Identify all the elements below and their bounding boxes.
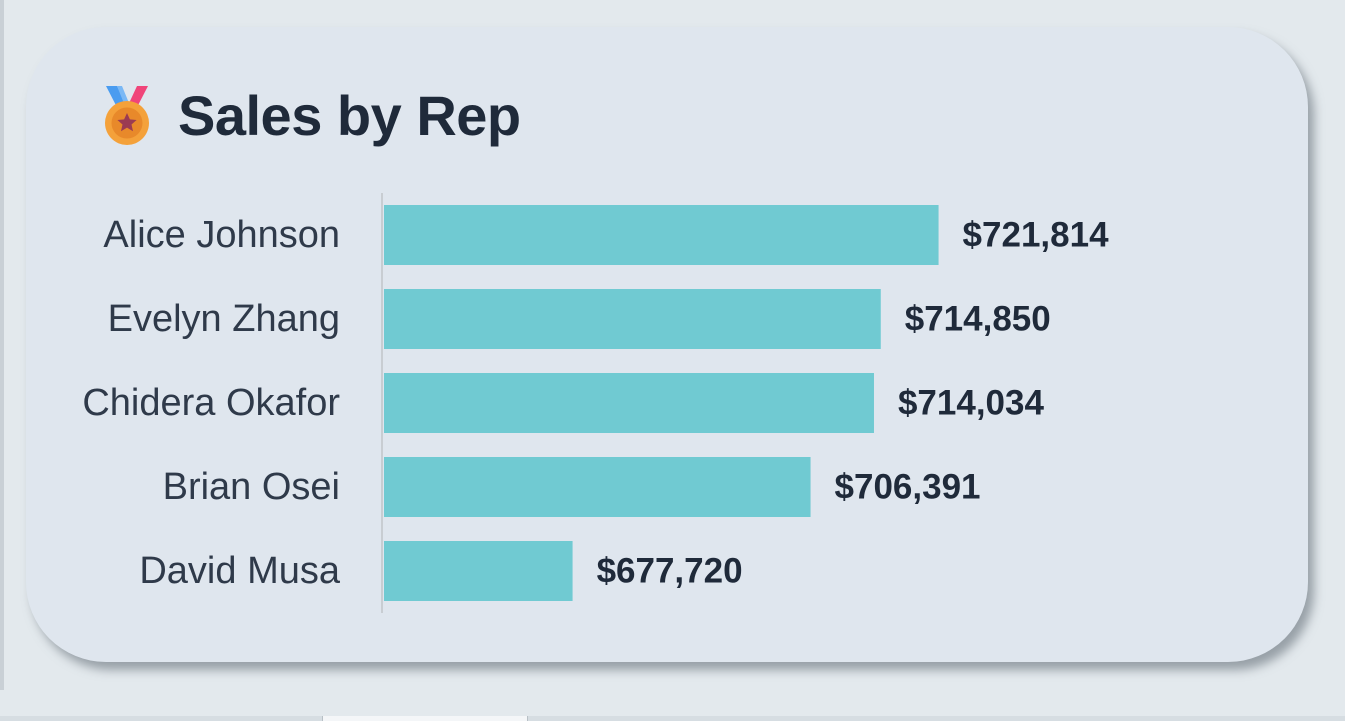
value-label: $721,814: [963, 216, 1110, 255]
bar[interactable]: [384, 289, 881, 349]
value-label: $714,850: [905, 300, 1051, 339]
category-label: Alice Johnson: [103, 214, 340, 256]
bar-chart: Alice Johnson $721,814 Evelyn Zhang $714,85…: [82, 193, 1110, 613]
category-label: David Musa: [139, 550, 340, 592]
value-label: $677,720: [597, 552, 743, 591]
chart-card: Sales by Rep Alice Johnson $721,814 Evelyn…: [26, 27, 1308, 662]
value-label: $714,034: [898, 384, 1045, 423]
bar[interactable]: [384, 205, 939, 265]
category-label: Brian Osei: [163, 466, 340, 508]
window-left-edge: [0, 0, 4, 690]
bottom-strip: [0, 716, 1345, 721]
title-row: Sales by Rep: [98, 83, 521, 147]
category-label: Chidera Okafor: [82, 382, 340, 424]
chart-title: Sales by Rep: [178, 83, 521, 147]
medal-icon: [105, 86, 149, 145]
bar[interactable]: [384, 457, 811, 517]
value-label: $706,391: [835, 468, 981, 507]
bar[interactable]: [384, 373, 874, 433]
bottom-tab[interactable]: [322, 716, 528, 721]
bar[interactable]: [384, 541, 573, 601]
category-label: Evelyn Zhang: [108, 298, 340, 340]
